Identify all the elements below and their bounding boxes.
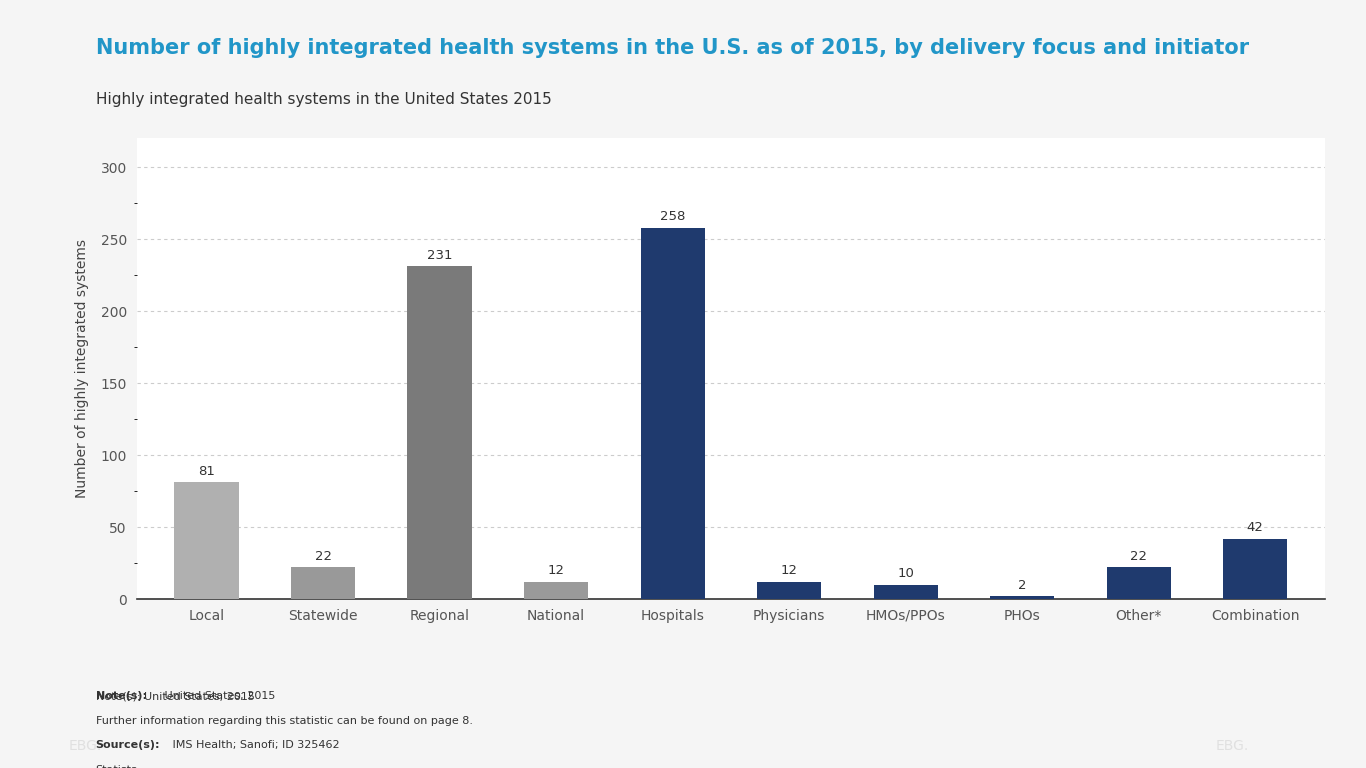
Bar: [990, 596, 1055, 599]
Bar: [1223, 538, 1287, 599]
Text: 22: 22: [1130, 550, 1147, 563]
Text: 81: 81: [198, 465, 214, 478]
Bar: [407, 266, 471, 599]
Text: Note(s):: Note(s):: [96, 691, 146, 701]
Text: 258: 258: [660, 210, 686, 223]
Text: 2: 2: [1018, 579, 1026, 592]
Text: Source(s):: Source(s):: [96, 740, 160, 750]
Text: 22: 22: [314, 550, 332, 563]
Bar: [873, 584, 937, 599]
Bar: [175, 482, 239, 599]
Y-axis label: Number of highly integrated systems: Number of highly integrated systems: [75, 239, 89, 498]
Text: Statista: Statista: [96, 765, 138, 768]
Text: EBG.: EBG.: [68, 739, 101, 753]
Text: 12: 12: [780, 564, 798, 578]
Text: IMS Health; Sanofi; ID 325462: IMS Health; Sanofi; ID 325462: [169, 740, 340, 750]
Text: Highly integrated health systems in the United States 2015: Highly integrated health systems in the …: [96, 92, 552, 108]
Text: EBG.: EBG.: [1216, 739, 1249, 753]
Text: Note(s): United States; 2015: Note(s): United States; 2015: [96, 691, 254, 701]
Text: 42: 42: [1247, 521, 1264, 535]
Bar: [291, 568, 355, 599]
Text: Number of highly integrated health systems in the U.S. as of 2015, by delivery f: Number of highly integrated health syste…: [96, 38, 1249, 58]
Text: 231: 231: [426, 249, 452, 262]
Bar: [757, 582, 821, 599]
Bar: [1106, 568, 1171, 599]
Text: 10: 10: [897, 568, 914, 581]
Text: Further information regarding this statistic can be found on page 8.: Further information regarding this stati…: [96, 716, 473, 726]
Text: 12: 12: [548, 564, 564, 578]
Bar: [641, 227, 705, 599]
Text: United States; 2015: United States; 2015: [161, 691, 276, 701]
Bar: [525, 582, 589, 599]
